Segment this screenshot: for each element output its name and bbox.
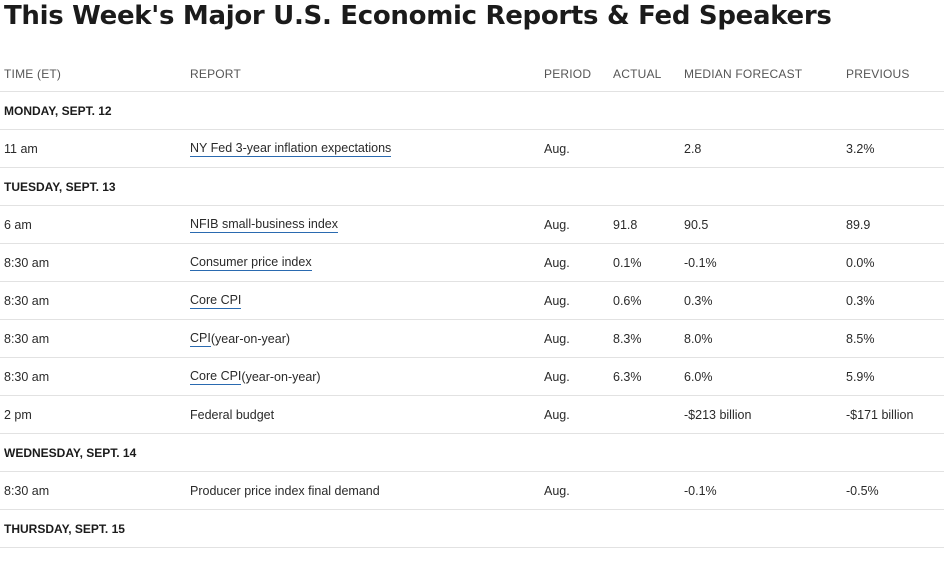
report-text: Federal budget (190, 407, 275, 422)
period-cell: Aug. (544, 217, 570, 232)
previous-cell: 0.0% (846, 255, 875, 270)
report-cell: NFIB small-business index (190, 206, 338, 243)
table-row: 8:30 am Producer price index final deman… (0, 472, 944, 510)
day-label: MONDAY, SEPT. 12 (4, 103, 112, 118)
economic-calendar-table: TIME (ET) REPORT PERIOD ACTUAL MEDIAN FO… (0, 56, 944, 548)
time-cell: 8:30 am (4, 293, 50, 308)
forecast-cell: 90.5 (684, 217, 709, 232)
period-cell: Aug. (544, 407, 570, 422)
time-cell: 8:30 am (4, 369, 50, 384)
report-cell: Core CPI (190, 282, 242, 319)
time-cell: 8:30 am (4, 255, 50, 270)
actual-cell: 6.3% (613, 369, 642, 384)
actual-cell: 0.1% (613, 255, 642, 270)
table-row: 8:30 am Core CPI (year-on-year) Aug. 6.3… (0, 358, 944, 396)
time-cell: 2 pm (4, 407, 32, 422)
forecast-cell: 2.8 (684, 141, 702, 156)
header-actual: ACTUAL (613, 66, 662, 81)
previous-cell: -0.5% (846, 483, 879, 498)
report-link[interactable]: Consumer price index (190, 254, 312, 271)
period-cell: Aug. (544, 255, 570, 270)
table-row: 11 am NY Fed 3-year inflation expectatio… (0, 130, 944, 168)
forecast-cell: 8.0% (684, 331, 713, 346)
previous-cell: 89.9 (846, 217, 871, 232)
previous-cell: 0.3% (846, 293, 875, 308)
report-cell: Core CPI (year-on-year) (190, 358, 321, 395)
period-cell: Aug. (544, 483, 570, 498)
previous-cell: -$171 billion (846, 407, 914, 422)
day-header-row: WEDNESDAY, SEPT. 14 (0, 434, 944, 472)
time-cell: 11 am (4, 141, 38, 156)
forecast-cell: -0.1% (684, 255, 717, 270)
forecast-cell: 0.3% (684, 293, 713, 308)
day-label: WEDNESDAY, SEPT. 14 (4, 445, 137, 460)
forecast-cell: -$213 billion (684, 407, 752, 422)
day-header-row: TUESDAY, SEPT. 13 (0, 168, 944, 206)
report-link[interactable]: Core CPI (190, 368, 242, 385)
period-cell: Aug. (544, 293, 570, 308)
actual-cell: 91.8 (613, 217, 638, 232)
previous-cell: 8.5% (846, 331, 875, 346)
report-cell: Consumer price index (190, 244, 312, 281)
report-cell: Federal budget (190, 396, 274, 433)
report-cell: CPI (year-on-year) (190, 320, 290, 357)
time-cell: 6 am (4, 217, 32, 232)
header-report: REPORT (190, 66, 241, 81)
report-cell: Producer price index final demand (190, 472, 380, 509)
time-cell: 8:30 am (4, 483, 50, 498)
period-cell: Aug. (544, 331, 570, 346)
report-text: Producer price index final demand (190, 483, 380, 498)
report-cell: NY Fed 3-year inflation expectations (190, 130, 392, 167)
header-period: PERIOD (544, 66, 592, 81)
report-link[interactable]: Core CPI (190, 292, 242, 309)
table-row: 8:30 am CPI (year-on-year) Aug. 8.3% 8.0… (0, 320, 944, 358)
forecast-cell: 6.0% (684, 369, 713, 384)
actual-cell: 8.3% (613, 331, 642, 346)
previous-cell: 3.2% (846, 141, 875, 156)
header-time: TIME (ET) (4, 66, 62, 81)
table-row: 8:30 am Core CPI Aug. 0.6% 0.3% 0.3% (0, 282, 944, 320)
actual-cell: 0.6% (613, 293, 642, 308)
table-row: 6 am NFIB small-business index Aug. 91.8… (0, 206, 944, 244)
day-header-row: THURSDAY, SEPT. 15 (0, 510, 944, 548)
table-row: 2 pm Federal budget Aug. -$213 billion -… (0, 396, 944, 434)
table-row: 8:30 am Consumer price index Aug. 0.1% -… (0, 244, 944, 282)
header-previous: PREVIOUS (846, 66, 910, 81)
previous-cell: 5.9% (846, 369, 875, 384)
header-median-forecast: MEDIAN FORECAST (684, 66, 803, 81)
day-header-row: MONDAY, SEPT. 12 (0, 92, 944, 130)
page-title: This Week's Major U.S. Economic Reports … (4, 1, 832, 31)
period-cell: Aug. (544, 369, 570, 384)
report-suffix: (year-on-year) (210, 331, 291, 346)
forecast-cell: -0.1% (684, 483, 717, 498)
report-link[interactable]: NY Fed 3-year inflation expectations (190, 140, 392, 157)
day-label: TUESDAY, SEPT. 13 (4, 179, 116, 194)
report-link[interactable]: NFIB small-business index (190, 216, 338, 233)
day-label: THURSDAY, SEPT. 15 (4, 521, 125, 536)
period-cell: Aug. (544, 141, 570, 156)
report-link[interactable]: CPI (190, 330, 211, 347)
time-cell: 8:30 am (4, 331, 50, 346)
table-header-row: TIME (ET) REPORT PERIOD ACTUAL MEDIAN FO… (0, 56, 944, 92)
report-suffix: (year-on-year) (241, 369, 321, 384)
